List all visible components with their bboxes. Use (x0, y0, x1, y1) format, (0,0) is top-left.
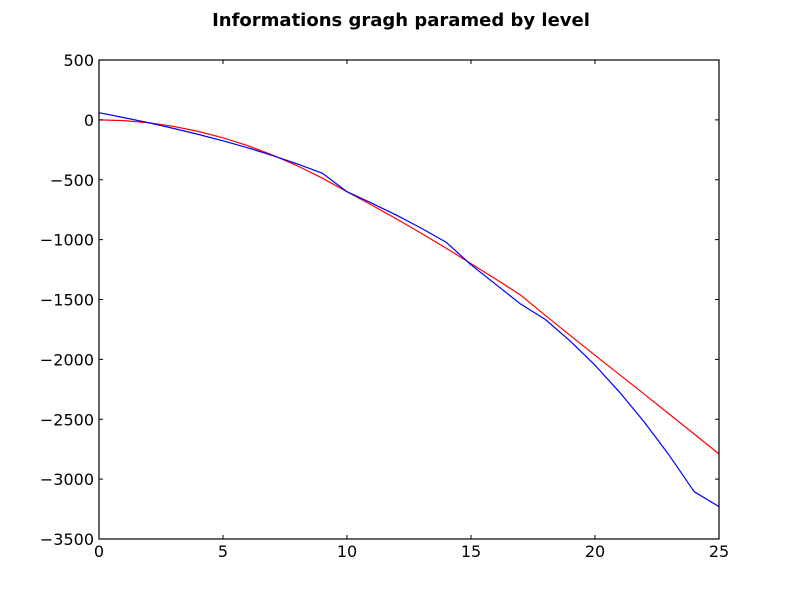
y-tick-label: −1500 (40, 291, 94, 310)
x-tick-label: 5 (218, 542, 228, 561)
series-layer (98, 112, 720, 508)
x-tick-label: 15 (461, 542, 481, 561)
series-line-1 (98, 119, 720, 455)
chart-title: Informations gragh paramed by level (212, 10, 590, 31)
y-tick-label: −2500 (40, 410, 94, 429)
y-tick-label: −500 (50, 171, 94, 190)
series-line-2 (98, 112, 720, 508)
x-tick-label: 25 (709, 542, 729, 561)
plot-background (99, 60, 719, 539)
tick-labels-layer: 0 5 10 15 20 25 500 0 −500 −1000 −1500 −2000 −2500 −3… (40, 51, 729, 561)
plot-area (99, 60, 719, 539)
y-tick-label: −3000 (40, 470, 94, 489)
y-tick-label: −1000 (40, 231, 94, 250)
x-tick-label: 0 (94, 542, 104, 561)
plot-frame (98, 59, 720, 540)
y-tick-label: 500 (63, 51, 94, 70)
x-tick-label: 10 (337, 542, 357, 561)
y-tick-label: −2000 (40, 350, 94, 369)
y-tick-label: 0 (84, 111, 94, 130)
y-tick-label: −3500 (40, 530, 94, 549)
plot-frame-layer (98, 59, 720, 540)
x-tick-label: 20 (585, 542, 605, 561)
